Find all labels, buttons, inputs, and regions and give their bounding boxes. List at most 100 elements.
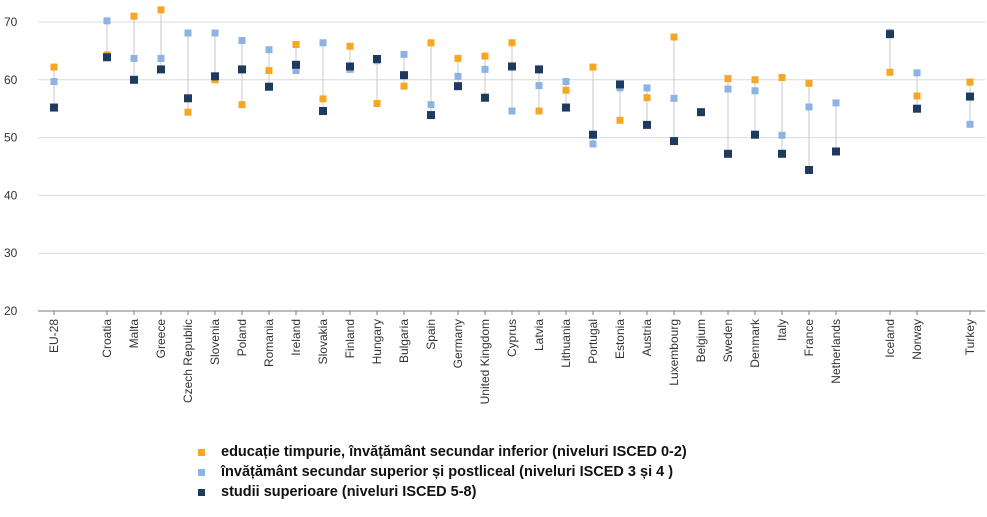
data-point-series-3 — [238, 65, 246, 74]
x-tick-labels: EU-28 Croatia Malta Greece Czech Republic Slo… — [47, 318, 977, 404]
data-point-series-3 — [184, 94, 192, 103]
data-point-series-1 — [238, 101, 246, 109]
data-point-series-2 — [184, 29, 192, 37]
legend-label-isced-0-2: educație timpurie, învățământ secundar i… — [221, 444, 687, 460]
data-point-series-1 — [373, 99, 381, 107]
data-point-series-2 — [778, 131, 786, 139]
data-point-series-2 — [157, 54, 165, 62]
x-tick-label: Estonia — [613, 319, 627, 359]
data-point-series-3 — [562, 103, 570, 112]
x-tick-label: Netherlands — [829, 319, 843, 384]
x-tick-label: EU-28 — [47, 319, 61, 353]
data-point-series-2 — [832, 99, 840, 107]
data-point-series-1 — [778, 73, 786, 81]
data-point-series-1 — [130, 12, 138, 20]
x-tick-label: Spain — [424, 319, 438, 350]
x-tick-label: Austria — [640, 319, 654, 357]
chart-plot: 20 30 40 50 60 70 EU-28 Croatia Malta Greece Czec… — [4, 6, 985, 404]
data-point-series-2 — [966, 120, 974, 128]
data-point-series-1 — [427, 39, 435, 47]
y-tick-label-30: 30 — [4, 246, 18, 260]
y-tick-label-50: 50 — [4, 131, 18, 145]
data-point-series-3 — [724, 149, 732, 158]
data-point-series-1 — [400, 82, 408, 90]
legend-label-isced-3-4: învățământ secundar superior și postlice… — [221, 464, 674, 480]
x-tick-label: Latvia — [532, 319, 546, 351]
data-point-series-1 — [319, 95, 327, 103]
data-point-series-1 — [292, 41, 300, 49]
x-tick-label: Czech Republic — [181, 319, 195, 403]
x-tick-label: Finland — [343, 319, 357, 358]
data-point-series-3 — [103, 53, 111, 62]
data-point-series-2 — [805, 103, 813, 111]
data-point-series-3 — [265, 82, 273, 91]
legend-label-isced-5-8: studii superioare (niveluri ISCED 5-8) — [221, 484, 477, 500]
x-tick-label: Luxembourg — [667, 319, 681, 386]
legend-marker-isced-0-2 — [198, 448, 205, 456]
data-point-series-2 — [265, 46, 273, 54]
axes — [38, 310, 985, 315]
data-point-series-2 — [508, 107, 516, 115]
data-point-series-1 — [50, 63, 58, 71]
data-point-series-1 — [481, 52, 489, 60]
data-point-series-3 — [778, 149, 786, 158]
data-point-series-3 — [481, 93, 489, 102]
data-point-series-1 — [886, 68, 894, 76]
data-point-series-3 — [346, 62, 354, 71]
y-tick-label-20: 20 — [4, 304, 18, 318]
data-point-series-1 — [966, 78, 974, 86]
data-point-series-3 — [886, 30, 894, 39]
data-point-series-2 — [292, 67, 300, 75]
data-point-series-3 — [292, 60, 300, 69]
data-point-series-1 — [670, 33, 678, 41]
x-tick-label: Lithuania — [559, 319, 573, 368]
x-tick-label: Greece — [154, 319, 168, 359]
data-point-series-2 — [400, 50, 408, 58]
data-point-series-3 — [211, 72, 219, 81]
data-point-series-1 — [508, 39, 516, 47]
data-point-series-2 — [589, 140, 597, 148]
x-tick-label: Slovenia — [208, 319, 222, 365]
x-tick-label: Bulgaria — [397, 319, 411, 363]
data-point-series-2 — [319, 39, 327, 47]
data-point-series-3 — [319, 107, 327, 116]
data-point-series-1 — [616, 116, 624, 124]
data-point-series-1 — [535, 107, 543, 115]
data-points — [50, 6, 974, 174]
x-tick-label: Turkey — [963, 319, 977, 355]
data-point-series-3 — [616, 80, 624, 89]
data-point-series-3 — [805, 165, 813, 174]
data-point-series-2 — [238, 36, 246, 44]
data-point-series-3 — [589, 130, 597, 139]
x-tick-label: Hungary — [370, 319, 384, 364]
data-point-series-2 — [751, 87, 759, 95]
data-point-series-2 — [643, 84, 651, 92]
data-point-series-1 — [157, 6, 165, 14]
x-tick-label: Denmark — [748, 318, 762, 368]
data-point-series-1 — [454, 54, 462, 62]
data-point-series-2 — [562, 78, 570, 86]
data-point-series-1 — [805, 79, 813, 87]
x-tick-label: Belgium — [694, 319, 708, 362]
data-point-series-3 — [643, 120, 651, 129]
x-tick-label: United Kingdom — [478, 319, 492, 404]
gridlines — [38, 21, 985, 254]
data-point-series-1 — [913, 92, 921, 100]
data-point-series-2 — [913, 69, 921, 77]
data-point-series-3 — [130, 75, 138, 84]
data-point-series-3 — [670, 137, 678, 146]
data-point-series-3 — [427, 111, 435, 120]
legend-item-isced-5-8: studii superioare (niveluri ISCED 5-8) — [198, 482, 687, 502]
y-tick-labels: 20 30 40 50 60 70 — [4, 15, 18, 318]
x-tick-label: Italy — [775, 319, 789, 341]
y-tick-label-40: 40 — [4, 188, 18, 202]
data-point-series-3 — [454, 82, 462, 91]
x-tick-label: Poland — [235, 319, 249, 356]
data-point-series-1 — [643, 94, 651, 102]
data-point-series-2 — [427, 101, 435, 109]
data-point-series-3 — [832, 147, 840, 156]
data-point-series-3 — [50, 103, 58, 112]
data-point-series-2 — [481, 65, 489, 73]
x-tick-label: Norway — [910, 319, 924, 360]
x-tick-label: Iceland — [883, 319, 897, 358]
